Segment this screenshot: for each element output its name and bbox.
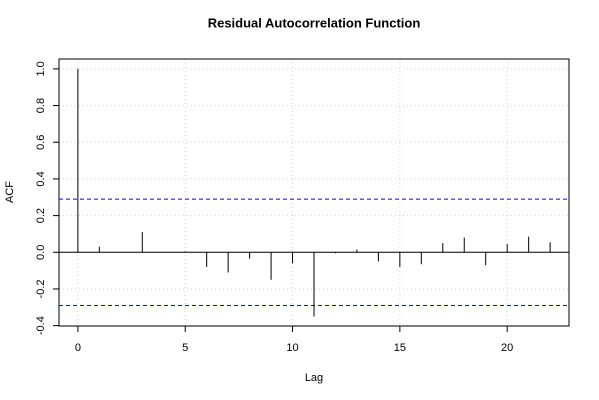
x-tick-label: 5 (182, 342, 188, 354)
y-tick-label: 0.4 (35, 171, 47, 186)
y-tick-label: 0.2 (35, 208, 47, 223)
plot-frame (58, 58, 570, 327)
y-axis-label: ACF (4, 181, 16, 203)
x-tick-label: 0 (75, 342, 81, 354)
y-tick-label: 0.8 (35, 98, 47, 113)
x-tick-label: 20 (501, 342, 513, 354)
y-tick-label: 0.6 (35, 135, 47, 150)
y-tick-label: -0.4 (35, 316, 47, 335)
x-tick-label: 15 (394, 342, 406, 354)
y-tick-label: 0.0 (35, 245, 47, 260)
x-axis-label: Lag (305, 372, 323, 384)
y-tick-label: 1.0 (35, 61, 47, 76)
chart-title: Residual Autocorrelation Function (208, 15, 421, 30)
x-tick-label: 10 (286, 342, 298, 354)
y-tick-label: -0.2 (35, 279, 47, 298)
